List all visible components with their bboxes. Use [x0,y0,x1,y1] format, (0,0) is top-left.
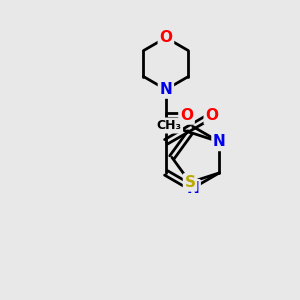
Text: O: O [205,108,218,123]
Text: CH₃: CH₃ [157,119,181,132]
Text: N: N [213,134,226,149]
Text: O: O [180,108,193,123]
Text: O: O [159,30,172,45]
Text: N: N [160,82,172,97]
Text: S: S [184,175,196,190]
Text: N: N [186,181,199,196]
